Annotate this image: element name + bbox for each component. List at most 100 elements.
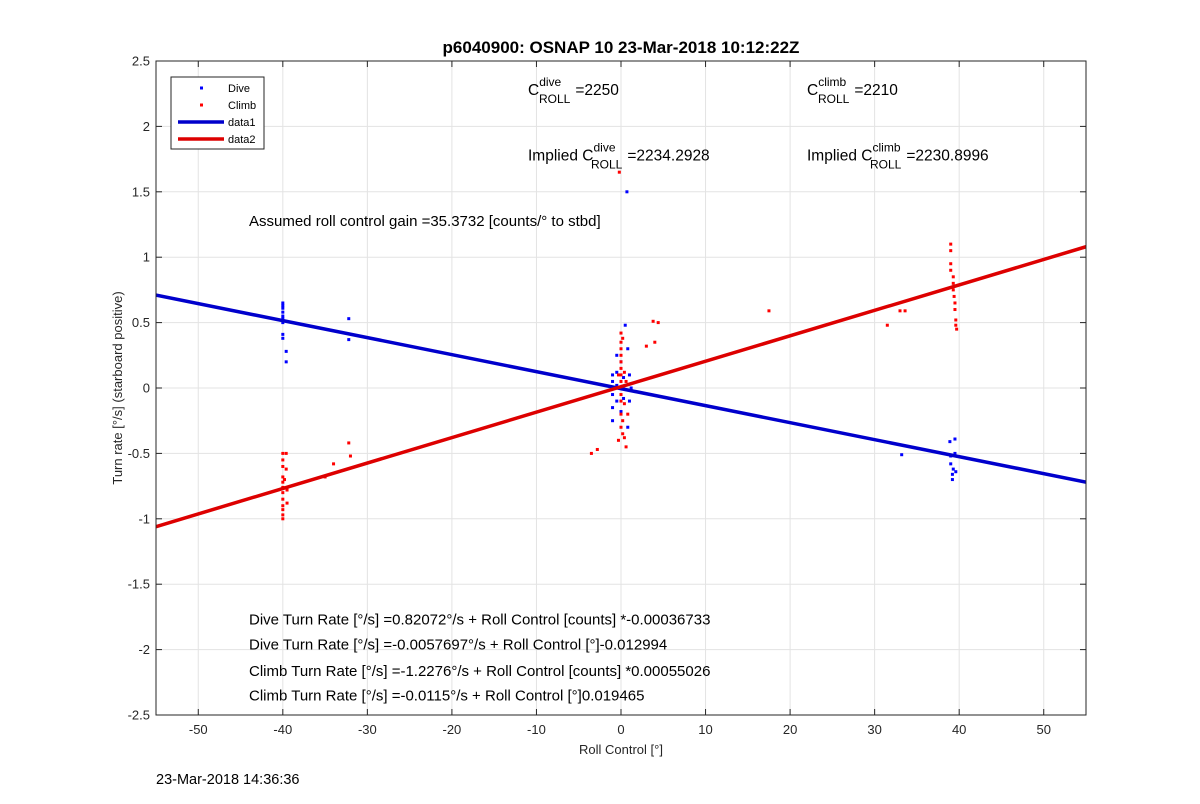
dive-point bbox=[900, 453, 904, 457]
print-timestamp: 23-Mar-2018 14:36:36 bbox=[156, 772, 300, 788]
x-tick-label: -20 bbox=[443, 722, 462, 737]
y-axis-label: Turn rate [°/s] (starboard positive) bbox=[110, 291, 125, 484]
annotation-subscript: ROLL bbox=[539, 92, 571, 106]
climb-point bbox=[284, 467, 288, 471]
y-tick-label: 2 bbox=[143, 119, 150, 134]
annotation-superscript: climb bbox=[872, 140, 900, 154]
climb-point bbox=[949, 262, 953, 266]
dive-point bbox=[281, 314, 285, 318]
climb-point bbox=[619, 412, 623, 416]
regression-line-data2 bbox=[156, 245, 1086, 529]
climb-point bbox=[617, 170, 621, 174]
climb-point bbox=[619, 331, 623, 335]
legend-marker-climb bbox=[200, 103, 203, 107]
annotation-fit2: Dive Turn Rate [°/s] =-0.0057697°/s + Ro… bbox=[249, 637, 667, 654]
legend-box bbox=[170, 76, 265, 150]
y-tick-label: -2 bbox=[138, 642, 150, 657]
climb-point bbox=[953, 308, 957, 312]
climb-point bbox=[619, 393, 623, 397]
annotation-superscript: dive bbox=[593, 140, 615, 154]
climb-point bbox=[616, 438, 620, 442]
climb-point bbox=[624, 379, 628, 383]
climb-point bbox=[953, 301, 957, 305]
dive-point bbox=[949, 462, 953, 466]
climb-point bbox=[347, 441, 351, 445]
annotation-fit4: Climb Turn Rate [°/s] =-0.0115°/s + Roll… bbox=[249, 688, 644, 705]
legend-label-data2: data2 bbox=[228, 134, 256, 146]
climb-point bbox=[626, 412, 630, 416]
annotation-value: =2230.8996 bbox=[906, 147, 988, 164]
y-tick-label: -2.5 bbox=[128, 708, 150, 723]
chart-title: p6040900: OSNAP 10 23-Mar-2018 10:12:22Z bbox=[443, 38, 800, 57]
dive-point bbox=[281, 310, 285, 314]
dive-point bbox=[950, 472, 954, 476]
climb-point bbox=[951, 281, 955, 285]
y-tick-label: 2.5 bbox=[132, 54, 150, 69]
x-tick-label: -40 bbox=[273, 722, 292, 737]
climb-point bbox=[281, 464, 285, 468]
x-tick-labels: -50 -40 -30 -20 -10 0 10 20 30 40 50 bbox=[189, 61, 1051, 737]
legend-label-dive: Dive bbox=[228, 83, 250, 95]
climb-point bbox=[656, 321, 660, 325]
climb-point bbox=[644, 344, 648, 348]
annotation-superscript: dive bbox=[539, 75, 561, 89]
dive-point bbox=[627, 399, 631, 403]
climb-point bbox=[952, 294, 956, 298]
dive-point bbox=[615, 383, 619, 387]
climb-point bbox=[281, 508, 285, 512]
annotation-subscript: ROLL bbox=[818, 92, 850, 106]
y-tick-label: 1 bbox=[143, 250, 150, 265]
dive-point bbox=[611, 373, 615, 377]
climb-point bbox=[622, 402, 626, 406]
dive-point bbox=[281, 306, 285, 310]
climb-point bbox=[903, 309, 907, 313]
climb-point bbox=[622, 436, 626, 440]
climb-point bbox=[621, 336, 625, 340]
dive-point bbox=[619, 410, 623, 414]
climb-point bbox=[281, 497, 285, 501]
dive-point bbox=[950, 478, 954, 482]
y-tick-labels: -2.5 -2 -1.5 -1 -0.5 0 0.5 1 1.5 2 2.5 bbox=[128, 54, 1086, 723]
annotation-base: C bbox=[582, 147, 593, 164]
x-tick-label: -30 bbox=[358, 722, 377, 737]
dive-point bbox=[281, 332, 285, 336]
dive-point bbox=[953, 451, 957, 455]
dive-point bbox=[347, 317, 351, 321]
x-tick-label: -50 bbox=[189, 722, 208, 737]
dive-point bbox=[954, 470, 958, 474]
climb-point bbox=[954, 318, 958, 322]
annotation-value: =2234.2928 bbox=[627, 147, 709, 164]
x-tick-label: 0 bbox=[617, 722, 624, 737]
dive-point bbox=[615, 370, 619, 374]
climb-point bbox=[653, 340, 657, 344]
dive-point bbox=[281, 317, 285, 321]
dive-point bbox=[948, 440, 952, 444]
dive-point bbox=[281, 321, 285, 325]
climb-point bbox=[619, 340, 623, 344]
annotation-base: C bbox=[807, 82, 818, 99]
climb-point bbox=[619, 379, 623, 383]
climb-point bbox=[885, 323, 889, 327]
dive-point bbox=[281, 304, 285, 308]
annotation-fit3: Climb Turn Rate [°/s] =-1.2276°/s + Roll… bbox=[249, 663, 710, 680]
x-tick-label: 10 bbox=[698, 722, 712, 737]
dive-point bbox=[347, 338, 351, 342]
legend-label-data1: data1 bbox=[228, 117, 256, 129]
annotation-prefix: Implied bbox=[807, 147, 861, 164]
annotation-gain: Assumed roll control gain =35.3732 [coun… bbox=[249, 213, 601, 230]
dive-point bbox=[615, 399, 619, 403]
climb-point bbox=[898, 309, 902, 313]
climb-point bbox=[281, 517, 285, 521]
dive-point bbox=[281, 336, 285, 340]
annotation-fit1: Dive Turn Rate [°/s] =0.82072°/s + Roll … bbox=[249, 612, 710, 629]
climb-point bbox=[589, 451, 593, 455]
y-tick-label: -0.5 bbox=[128, 446, 150, 461]
annotation-implied_climb: Implied Cclimb ROLL =2230.8996 bbox=[807, 140, 989, 171]
climb-point bbox=[332, 462, 336, 466]
climb-point bbox=[619, 366, 623, 370]
dive-point bbox=[284, 360, 288, 364]
x-tick-label: 30 bbox=[867, 722, 881, 737]
climb-point bbox=[283, 478, 287, 482]
climb-point bbox=[619, 399, 623, 403]
